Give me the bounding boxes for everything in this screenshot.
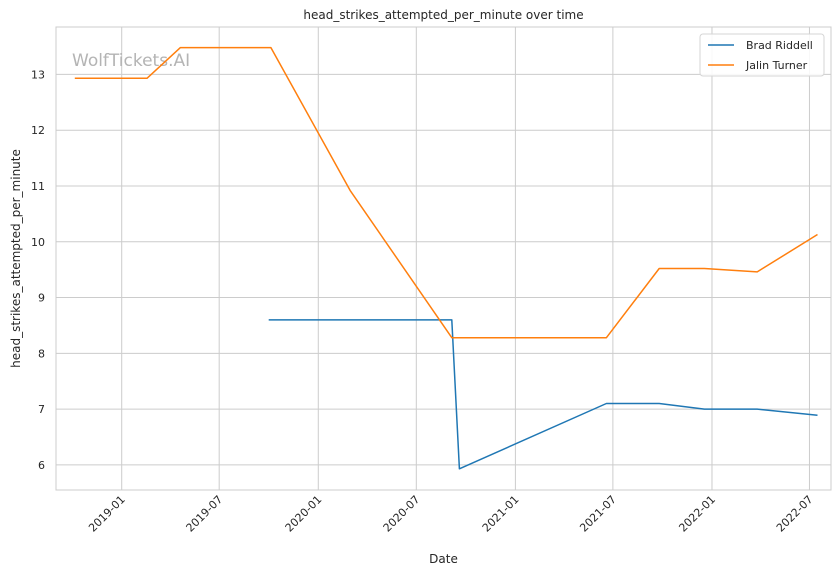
y-tick-label: 13	[31, 68, 45, 81]
plot-frame	[55, 26, 832, 491]
grid-lines	[56, 27, 831, 490]
y-tick-label: 12	[31, 124, 45, 137]
y-tick-label: 6	[38, 459, 45, 472]
y-tick-label: 9	[38, 292, 45, 305]
y-tick-label: 8	[38, 347, 45, 360]
x-tick-label: 2021-07	[577, 493, 619, 535]
y-axis-ticks: 6 7 8 9 10 11 12 13	[31, 68, 45, 471]
legend-label: Brad Riddell	[746, 39, 813, 52]
y-axis-label: head_strikes_attempted_per_minute	[9, 149, 23, 368]
legend-label: Jalin Turner	[745, 59, 808, 72]
x-tick-label: 2020-01	[283, 493, 325, 535]
x-tick-label: 2021-01	[480, 493, 522, 535]
x-tick-label: 2020-07	[381, 493, 423, 535]
x-axis-ticks: 2019-01 2019-07 2020-01 2020-07 2021-01 2021-…	[86, 493, 815, 535]
series-lines	[74, 46, 818, 470]
x-tick-label: 2022-01	[676, 493, 718, 535]
x-axis-label: Date	[429, 552, 458, 566]
y-tick-label: 7	[38, 403, 45, 416]
x-tick-label: 2019-01	[86, 493, 128, 535]
series-line-jalin-turner	[74, 46, 818, 339]
series-line-brad-riddell	[268, 319, 818, 470]
legend: Brad Riddell Jalin Turner	[699, 33, 825, 77]
chart-title: head_strikes_attempted_per_minute over t…	[303, 8, 583, 22]
y-tick-label: 10	[31, 236, 45, 249]
x-tick-label: 2022-07	[774, 493, 816, 535]
x-tick-label: 2019-07	[184, 493, 226, 535]
y-tick-label: 11	[31, 180, 45, 193]
